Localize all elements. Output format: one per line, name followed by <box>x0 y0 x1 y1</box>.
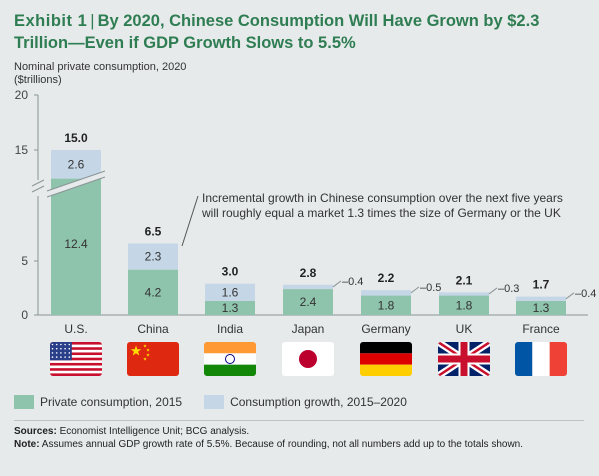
title-text: By 2020, Chinese Consumption Will Have G… <box>14 12 540 52</box>
bar-base <box>361 295 411 315</box>
bar-value-label: 1.8 <box>456 298 473 312</box>
note-text: Assumes annual GDP growth rate of 5.5%. … <box>41 438 524 450</box>
annotation-leader-line <box>181 195 199 247</box>
bar-total-label: 6.5 <box>145 225 162 239</box>
bar-value-label: –0.4 <box>342 276 363 288</box>
bar-leader-line <box>410 286 420 294</box>
bar-value-label: 2.3 <box>145 250 162 264</box>
sources-label: Sources: <box>14 426 57 437</box>
bar-growth <box>516 296 566 301</box>
bar-growth <box>439 292 489 296</box>
bar-total-label: 2.8 <box>300 266 317 280</box>
footnote-divider <box>14 420 584 421</box>
bar-base-us <box>51 178 101 315</box>
legend-item-base: Private consumption, 2015 <box>14 395 182 409</box>
annotation-text: will roughly equal a market 1.3 times th… <box>201 206 561 220</box>
sources-line: Sources: Economist Intelligence Unit; BC… <box>14 426 584 439</box>
title-separator: | <box>90 12 95 30</box>
y-tick-label: 20 <box>15 88 29 102</box>
bar-value-label: –0.4 <box>575 288 596 300</box>
bar-leader-line <box>332 280 342 288</box>
china-flag-icon <box>127 342 179 376</box>
legend-item-growth: Consumption growth, 2015–2020 <box>204 395 407 409</box>
bar-total-label: 2.2 <box>378 271 395 285</box>
bar-value-label: 1.8 <box>378 298 395 312</box>
bar-value-label: 1.3 <box>222 301 239 315</box>
bar-base <box>128 269 178 315</box>
y-tick-label: 0 <box>21 308 28 322</box>
exhibit-label: Exhibit 1 <box>14 12 88 30</box>
note-line: Note: Assumes annual GDP growth rate of … <box>14 439 584 452</box>
footnotes: Sources: Economist Intelligence Unit; BC… <box>14 426 584 451</box>
x-tick-label: China <box>137 322 169 336</box>
x-tick-label: France <box>522 322 560 336</box>
y-axis-break-mark-1 <box>31 179 45 187</box>
bar-total-label: 1.7 <box>533 278 550 292</box>
x-tick-label: India <box>217 322 243 336</box>
bar-break-line-2 <box>46 176 106 198</box>
bar-base <box>439 295 489 315</box>
bar-leader-line <box>565 292 575 300</box>
bar-break-band <box>47 171 105 197</box>
bar-growth <box>205 283 255 301</box>
legend-label-growth: Consumption growth, 2015–2020 <box>230 395 407 409</box>
india-flag-icon <box>204 342 256 376</box>
annotation-text: Incremental growth in Chinese consumptio… <box>202 191 563 205</box>
bar-growth-us <box>51 150 101 179</box>
bar-value-label: 2.4 <box>300 295 317 309</box>
japan-flag-icon <box>282 342 334 376</box>
bar-base <box>205 300 255 315</box>
bar-growth <box>361 290 411 296</box>
bar-total-label: 2.1 <box>456 273 473 287</box>
bar-base <box>283 289 333 315</box>
legend-swatch-growth <box>204 395 225 409</box>
x-tick-label: U.S. <box>64 322 87 336</box>
bar-total-label: 15.0 <box>64 131 88 145</box>
bar-growth <box>128 243 178 270</box>
y-axis-break-mark-2 <box>31 185 45 193</box>
note-label: Note: <box>14 438 40 450</box>
x-tick-label: Germany <box>361 322 410 336</box>
us-flag-icon <box>50 342 102 376</box>
y-tick-label: 15 <box>15 143 29 157</box>
sources-text: Economist Intelligence Unit; BCG analysi… <box>59 426 250 437</box>
chart-title: Exhibit 1 | By 2020, Chinese Consumption W… <box>14 10 584 54</box>
x-tick-label: UK <box>456 322 473 336</box>
france-flag-icon <box>515 342 567 376</box>
bar-value-label: 4.2 <box>145 285 162 299</box>
uk-flag-icon <box>438 342 490 376</box>
bar-value-label: 1.6 <box>222 285 239 299</box>
bar-leader-line <box>488 287 498 295</box>
legend-label-base: Private consumption, 2015 <box>40 395 183 409</box>
y-tick-label: 5 <box>21 254 28 268</box>
y-axis-label: Nominal private consumption, 2020 ($tril… <box>14 61 186 87</box>
y-axis-label-line-2: ($trillions) <box>14 74 62 86</box>
x-tick-label: Japan <box>292 322 325 336</box>
bar-total-label: 3.0 <box>222 265 239 279</box>
germany-flag-icon <box>360 342 412 376</box>
legend-swatch-base <box>14 395 34 409</box>
bar-value-label: 2.6 <box>68 157 85 171</box>
bar-growth <box>283 284 333 290</box>
y-axis-label-line-1: Nominal private consumption, 2020 <box>14 61 187 73</box>
bar-value-label: –0.5 <box>420 282 441 294</box>
bar-value-label: –0.3 <box>498 283 519 295</box>
bar-base <box>516 300 566 315</box>
bar-value-label: 1.3 <box>533 301 550 315</box>
bar-value-label: 12.4 <box>64 237 88 251</box>
bar-break-line-1 <box>46 170 106 192</box>
legend: Private consumption, 2015 Consumption gr… <box>14 395 429 409</box>
